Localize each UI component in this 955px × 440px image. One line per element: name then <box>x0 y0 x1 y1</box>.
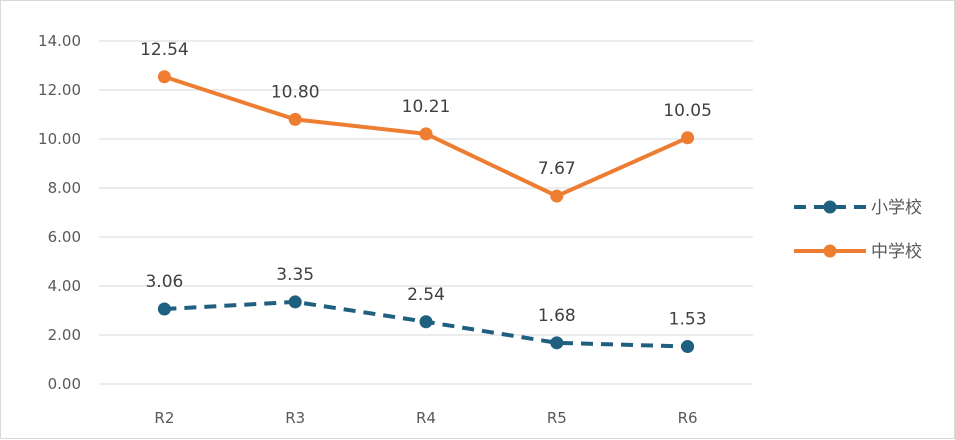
data-label: 1.53 <box>669 310 707 330</box>
data-label: 10.80 <box>271 82 320 102</box>
data-label: 2.54 <box>407 285 445 305</box>
legend-label: 小学校 <box>871 198 922 218</box>
data-label: 12.54 <box>140 40 189 60</box>
data-point <box>157 70 171 84</box>
data-label: 3.35 <box>276 265 314 285</box>
data-point <box>550 336 564 350</box>
legend-label: 中学校 <box>871 242 922 262</box>
data-point <box>681 340 695 354</box>
x-tick-label: R3 <box>285 409 305 427</box>
data-point <box>288 112 302 126</box>
y-axis-ticks: 0.00 2.00 4.00 6.00 8.00 10.00 12.00 14.00 <box>38 32 81 393</box>
y-tick-label: 12.00 <box>38 81 81 99</box>
series-lines <box>157 70 695 354</box>
y-tick-label: 6.00 <box>48 228 81 246</box>
data-label: 1.68 <box>538 306 576 326</box>
data-point <box>419 315 433 329</box>
data-label: 10.05 <box>663 101 712 121</box>
data-point <box>288 295 302 309</box>
y-tick-label: 4.00 <box>48 277 81 295</box>
x-tick-label: R2 <box>154 409 174 427</box>
data-label: 10.21 <box>402 97 451 117</box>
x-axis-ticks: R2 R3 R4 R5 R6 <box>154 409 697 427</box>
y-tick-label: 0.00 <box>48 375 81 393</box>
legend-point-marker <box>823 200 837 214</box>
data-label: 3.06 <box>145 272 183 292</box>
y-tick-label: 14.00 <box>38 32 81 50</box>
y-tick-label: 8.00 <box>48 179 81 197</box>
data-labels: 3.06 3.35 2.54 1.68 1.53 12.54 10.80 10.21 7.67 1… <box>140 40 712 330</box>
data-point <box>681 131 695 145</box>
gridlines <box>99 40 753 385</box>
data-point <box>157 302 171 316</box>
legend-point-marker <box>823 244 837 258</box>
x-tick-label: R6 <box>678 409 698 427</box>
y-tick-label: 2.00 <box>48 326 81 344</box>
x-tick-label: R5 <box>547 409 567 427</box>
data-point <box>419 127 433 141</box>
x-tick-label: R4 <box>416 409 436 427</box>
data-point <box>550 189 564 203</box>
data-label: 7.67 <box>538 159 576 179</box>
y-tick-label: 10.00 <box>38 130 81 148</box>
